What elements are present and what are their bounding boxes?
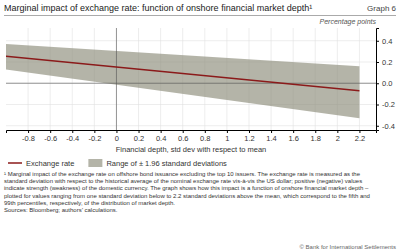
- tick-label: 0.4: [156, 134, 166, 143]
- tick-mark: [376, 83, 379, 84]
- tick-mark: [183, 130, 184, 133]
- zero-line: [6, 83, 376, 84]
- tick: 2.2: [355, 130, 365, 143]
- tick-mark: [72, 130, 73, 133]
- tick-mark: [205, 130, 206, 133]
- footnote: ¹ Marginal impact of the exchange rate o…: [4, 171, 361, 177]
- tick-label: -0.2: [88, 134, 101, 143]
- graph-label: Graph 6: [367, 4, 396, 13]
- axis-line: [7, 131, 377, 134]
- footnote: indicate strength (weakness) of the dome…: [4, 185, 369, 191]
- tick-label: 0.6: [178, 134, 188, 143]
- tick-label: 1.2: [244, 134, 254, 143]
- tick: -0.6: [44, 130, 57, 143]
- tick: -0.2: [88, 130, 101, 143]
- legend-label: Exchange rate: [26, 159, 74, 168]
- legend-label: Range of ± 1.96 standard deviations: [106, 159, 227, 168]
- tick-label: 2: [336, 134, 340, 143]
- tick: 2: [336, 130, 340, 143]
- tick-mark: [376, 62, 379, 63]
- footnote: 99th percentiles, respectively, of the d…: [4, 200, 175, 206]
- x-axis: -0.8 -0.6 -0.4 -0.2 0 0.2 0.4 0.6 0.8 1 1.2 1.4 1.6 1…: [7, 130, 377, 143]
- plot: -0.8 -0.6 -0.4 -0.2 0 0.2 0.4 0.6 0.8 1 1.2 1.4 1.6 1…: [6, 28, 395, 143]
- tick-mark: [249, 130, 250, 133]
- tick-label: 0: [115, 134, 119, 143]
- grid: [6, 28, 376, 130]
- tick: -0.2: [376, 100, 395, 109]
- tick-label: 0.4: [382, 37, 392, 46]
- tick: 0.2: [376, 58, 392, 67]
- y-axis: -0.4 -0.2 0.0 0.2 0.4: [376, 29, 395, 131]
- tick-label: -0.4: [66, 134, 79, 143]
- title: Marginal impact of exchange rate: functi…: [4, 3, 312, 13]
- footnote: standard deviation with respect to the h…: [4, 178, 362, 184]
- credit: © Bank for International Settlements: [300, 244, 396, 250]
- tick: 0.2: [134, 130, 144, 143]
- grid-line: [28, 28, 29, 130]
- x-axis-title: Financial depth, std dev with respect to…: [116, 145, 267, 154]
- tick: 1.4: [266, 130, 276, 143]
- tick: 0.4: [156, 130, 166, 143]
- tick-label: -0.4: [382, 122, 395, 131]
- zero-line: [116, 28, 117, 130]
- line: [6, 56, 359, 91]
- tick-label: 1.4: [266, 134, 276, 143]
- tick-mark: [94, 130, 95, 133]
- confidence-band: [6, 44, 359, 118]
- tick-mark: [293, 130, 294, 133]
- tick: 1: [225, 130, 229, 143]
- tick: 0: [115, 130, 119, 143]
- legend-swatch: [8, 162, 22, 164]
- tick-mark: [116, 130, 117, 133]
- tick-label: -0.6: [44, 134, 57, 143]
- tick-mark: [376, 126, 379, 127]
- legend-swatch: [88, 159, 102, 167]
- tick-label: 0.0: [382, 79, 392, 88]
- tick-label: -0.2: [382, 100, 395, 109]
- tick: 1.2: [244, 130, 254, 143]
- y-axis-title: Percentage points: [320, 18, 377, 26]
- legend: Exchange rate Range of ± 1.96 standard de…: [8, 159, 227, 168]
- tick: -0.4: [66, 130, 79, 143]
- tick-label: 0.8: [200, 134, 210, 143]
- grid-line: [6, 125, 376, 126]
- tick-mark: [227, 130, 228, 133]
- tick-label: 0.2: [134, 134, 144, 143]
- tick-mark: [50, 130, 51, 133]
- tick-mark: [139, 130, 140, 133]
- tick-mark: [28, 130, 29, 133]
- chart: Graph 6 Marginal impact of exchange rate:…: [0, 0, 400, 252]
- tick-mark: [315, 130, 316, 133]
- footnote: plotted for values ranging from one stan…: [4, 193, 370, 199]
- tick-mark: [271, 130, 272, 133]
- tick: 1.8: [311, 130, 321, 143]
- tick-mark: [161, 130, 162, 133]
- tick: 1.6: [288, 130, 298, 143]
- axis-line: [377, 29, 380, 131]
- tick-mark: [359, 130, 360, 133]
- tick-mark: [376, 41, 379, 42]
- separator: [4, 15, 396, 16]
- footnote: Sources: Bloomberg; authors’ calculation…: [4, 207, 118, 213]
- tick: 0.0: [376, 79, 392, 88]
- tick: 0.8: [200, 130, 210, 143]
- tick-label: 1.8: [311, 134, 321, 143]
- tick: -0.4: [376, 122, 395, 131]
- tick-mark: [337, 130, 338, 133]
- grid-line: [50, 28, 51, 130]
- tick-label: 1: [225, 134, 229, 143]
- tick-mark: [376, 105, 379, 106]
- grid-line: [6, 40, 376, 41]
- grid-line: [72, 28, 73, 130]
- tick-label: 1.6: [288, 134, 298, 143]
- tick: 0.6: [178, 130, 188, 143]
- tick: -0.8: [22, 130, 35, 143]
- marks: [6, 28, 376, 130]
- tick-label: -0.8: [22, 134, 35, 143]
- tick: 0.4: [376, 37, 392, 46]
- tick-label: 2.2: [355, 134, 365, 143]
- tick-label: 0.2: [382, 58, 392, 67]
